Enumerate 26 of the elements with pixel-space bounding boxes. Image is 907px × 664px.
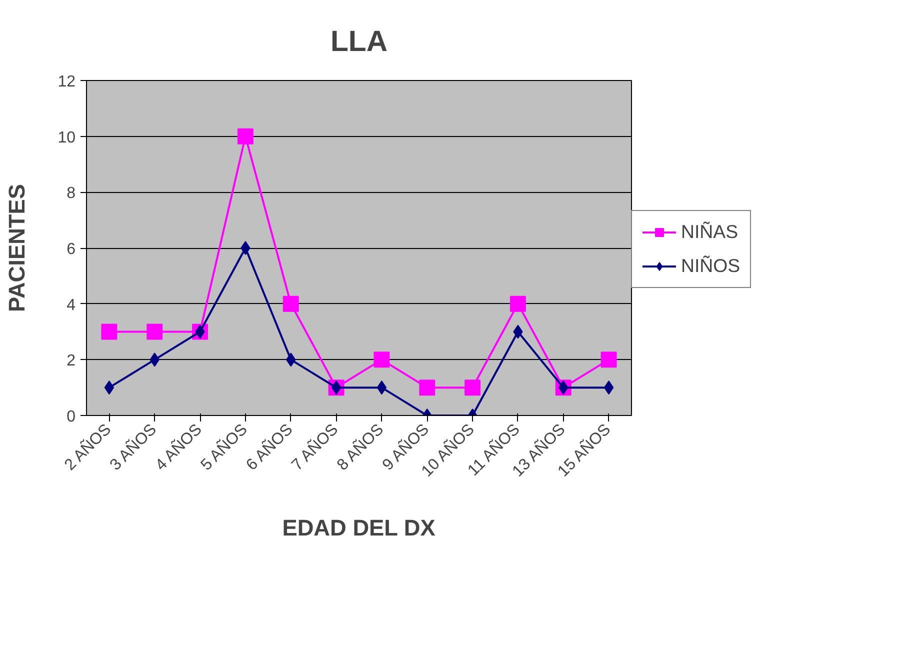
x-axis-title: EDAD DEL DX	[282, 514, 436, 540]
point	[282, 296, 299, 312]
y-tick-label: 10	[58, 129, 76, 146]
point	[464, 380, 481, 396]
point	[104, 380, 114, 395]
point	[146, 324, 163, 340]
y-tick-label: 6	[66, 241, 76, 258]
y-tick-label: 0	[66, 408, 76, 426]
point	[240, 241, 250, 255]
point	[331, 380, 342, 395]
chart-title: LLA	[330, 25, 388, 58]
y-tick-label: 4	[66, 296, 76, 314]
point	[604, 380, 614, 395]
y-tick-label: 12	[58, 74, 76, 90]
y-tick-label: 2	[66, 352, 76, 370]
y-tick-label: 8	[66, 185, 76, 202]
point	[374, 352, 390, 368]
point	[237, 128, 254, 144]
y-axis-title: PACIENTES	[4, 184, 30, 312]
legend-label: NIÑOS	[681, 255, 740, 277]
point	[376, 380, 387, 395]
point	[510, 296, 526, 312]
point	[101, 324, 118, 340]
legend-label: NIÑAS	[681, 221, 738, 243]
point	[419, 380, 436, 396]
point	[600, 352, 617, 368]
